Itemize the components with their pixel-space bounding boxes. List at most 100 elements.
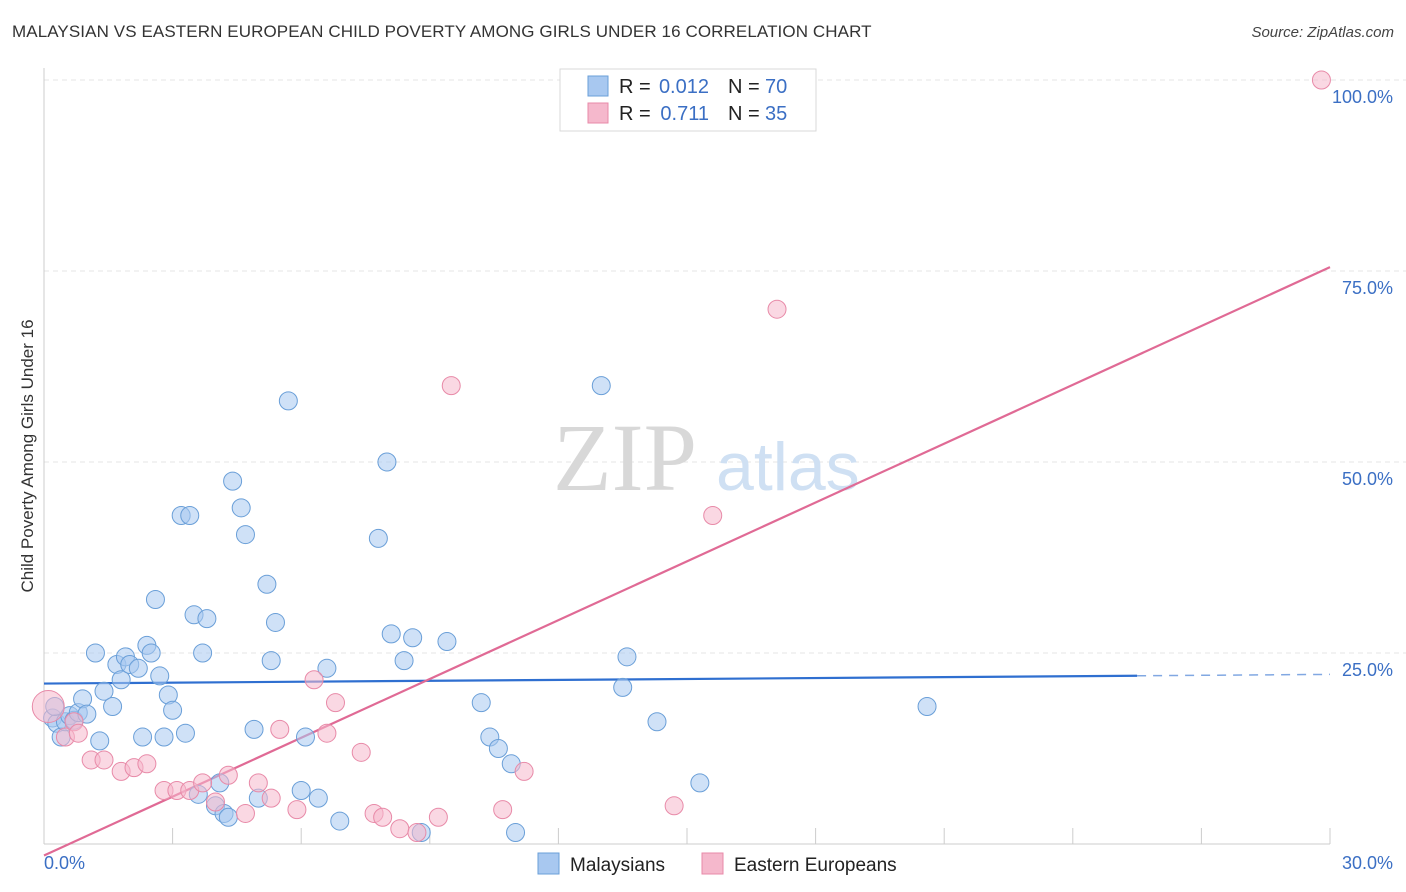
data-point	[244, 719, 264, 739]
data-point	[218, 807, 238, 827]
legend-r-value: 0.711	[660, 103, 709, 125]
data-point	[231, 498, 251, 518]
x-tick-label: 0.0%	[44, 853, 85, 873]
data-point	[403, 628, 423, 648]
data-point	[330, 811, 350, 831]
data-point	[325, 693, 345, 713]
data-point	[390, 819, 410, 839]
legend-n-label: N =	[728, 76, 760, 98]
data-point	[317, 658, 337, 678]
data-point	[248, 773, 268, 793]
chart-title: MALAYSIAN VS EASTERN EUROPEAN CHILD POVE…	[12, 22, 872, 41]
data-point	[223, 471, 243, 491]
legend-n-value: 70	[765, 76, 787, 98]
data-point	[767, 299, 787, 319]
data-point	[193, 773, 213, 793]
y-tick-label: 50.0%	[1342, 469, 1393, 489]
data-point	[368, 528, 388, 548]
trend-line-1	[43, 266, 1331, 857]
data-point	[94, 681, 114, 701]
data-point	[506, 823, 526, 843]
trend-line-0	[43, 674, 1138, 685]
y-axis-title: Child Poverty Among Girls Under 16	[18, 319, 37, 592]
data-point	[591, 376, 611, 396]
top-legend: R = 0.012 N = 70 R = 0.711 N = 35	[559, 68, 817, 132]
y-tick-label: 25.0%	[1342, 660, 1393, 680]
data-point	[111, 670, 131, 690]
tick-labels: 25.0% 50.0% 75.0% 100.0% 0.0% 30.0%	[44, 87, 1393, 873]
data-point	[381, 624, 401, 644]
x-tick-label: 30.0%	[1342, 853, 1393, 873]
data-point	[613, 677, 633, 697]
data-point	[133, 727, 153, 747]
data-point	[141, 643, 161, 663]
data-point	[664, 796, 684, 816]
data-point	[145, 590, 165, 610]
data-point	[488, 739, 508, 758]
data-point	[1311, 70, 1331, 90]
watermark-atlas: atlas	[716, 429, 860, 505]
data-point	[291, 781, 311, 801]
data-point	[351, 742, 371, 762]
y-tick-label: 100.0%	[1332, 87, 1393, 107]
data-point	[90, 731, 110, 751]
data-point	[154, 727, 174, 747]
bottom-legend-swatch-1	[701, 852, 724, 875]
data-point	[261, 651, 281, 671]
data-point	[257, 574, 277, 594]
data-point	[514, 761, 534, 781]
data-point	[917, 696, 937, 716]
bottom-legend-label: Eastern Europeans	[734, 855, 897, 876]
data-point	[235, 525, 255, 545]
data-point	[235, 803, 255, 823]
legend-swatch-1	[587, 102, 609, 124]
data-point	[441, 376, 461, 396]
data-point	[317, 723, 337, 743]
legend-r-label: R =	[619, 103, 651, 125]
trend-lines	[43, 266, 1331, 857]
data-point	[647, 712, 667, 732]
data-point	[295, 727, 315, 747]
source-label: Source: ZipAtlas.com	[1251, 24, 1394, 41]
data-point	[218, 765, 238, 785]
data-point	[94, 750, 114, 770]
bottom-legend-swatch-0	[537, 852, 560, 875]
data-point	[163, 700, 183, 720]
data-point	[437, 632, 457, 652]
data-point	[103, 696, 123, 716]
data-point	[690, 773, 710, 793]
legend-r-value: 0.012	[659, 76, 709, 98]
gridlines	[44, 79, 1406, 654]
watermark: ZIP atlas	[553, 404, 860, 511]
data-point	[197, 609, 217, 629]
data-point	[308, 788, 328, 808]
legend-r-label: R =	[619, 76, 651, 98]
bottom-legend-label: Malaysians	[570, 855, 665, 876]
data-point	[278, 391, 298, 411]
data-point	[150, 666, 170, 686]
data-point	[471, 693, 491, 713]
bottom-legend: Malaysians Eastern Europeans	[537, 852, 897, 876]
data-point	[703, 505, 723, 525]
data-points	[31, 70, 1331, 843]
data-point	[287, 800, 307, 820]
data-point	[394, 651, 414, 671]
data-point	[137, 754, 157, 774]
legend-swatch-0	[587, 75, 609, 97]
data-point	[175, 723, 195, 743]
legend-n-label: N =	[728, 103, 760, 125]
data-point	[407, 823, 427, 843]
data-point	[205, 792, 225, 812]
y-tick-label: 75.0%	[1342, 278, 1393, 298]
data-point	[428, 807, 448, 827]
legend-n-value: 35	[765, 103, 787, 125]
data-point	[261, 788, 281, 808]
data-point	[85, 643, 105, 663]
data-point	[617, 647, 637, 667]
data-point	[68, 723, 88, 743]
data-point	[265, 612, 285, 632]
data-point	[373, 807, 393, 827]
data-point	[493, 800, 513, 820]
data-point	[31, 689, 65, 723]
